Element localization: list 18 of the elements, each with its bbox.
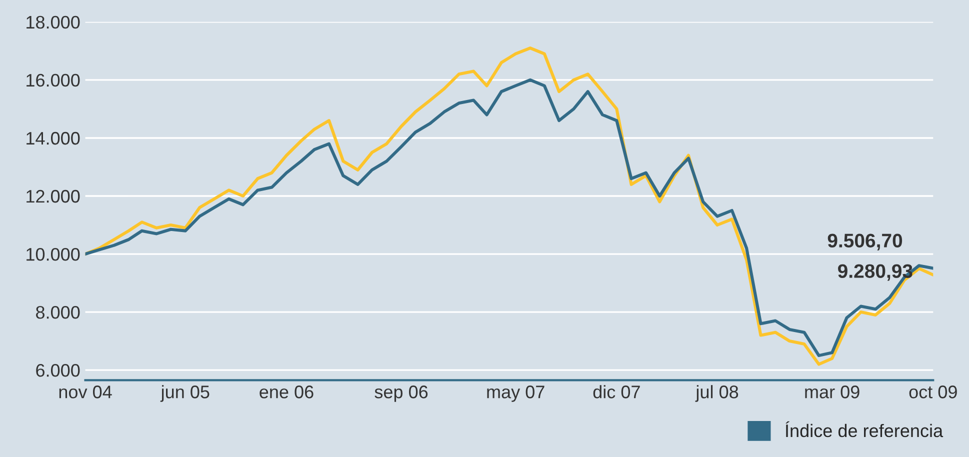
x-tick-label: jun 05 [160, 385, 210, 402]
x-tick-label: mar 09 [805, 386, 860, 398]
y-tick-label: 14.000 [26, 132, 80, 145]
y-tick-label: 10.000 [26, 248, 80, 261]
x-tick-label: oct 09 [909, 386, 957, 398]
y-tick-label: 6.000 [36, 364, 80, 377]
x-tick-label: ene 06 [260, 386, 314, 398]
x-tick-label: may 07 [487, 386, 544, 402]
y-tick-label: 16.000 [26, 74, 80, 87]
annotation: 9.506,70 [828, 234, 902, 250]
x-tick-label: dic 07 [593, 385, 640, 398]
y-tick-label: 8.000 [36, 306, 80, 319]
x-tick-label: sep 06 [374, 386, 428, 402]
x-tick-label: nov 04 [59, 386, 112, 398]
y-tick-label: 18.000 [26, 16, 80, 29]
y-tick-label: 12.000 [26, 190, 80, 203]
legend-label: Índice de referencia [786, 421, 944, 438]
x-tick-label: jul 08 [695, 385, 738, 402]
